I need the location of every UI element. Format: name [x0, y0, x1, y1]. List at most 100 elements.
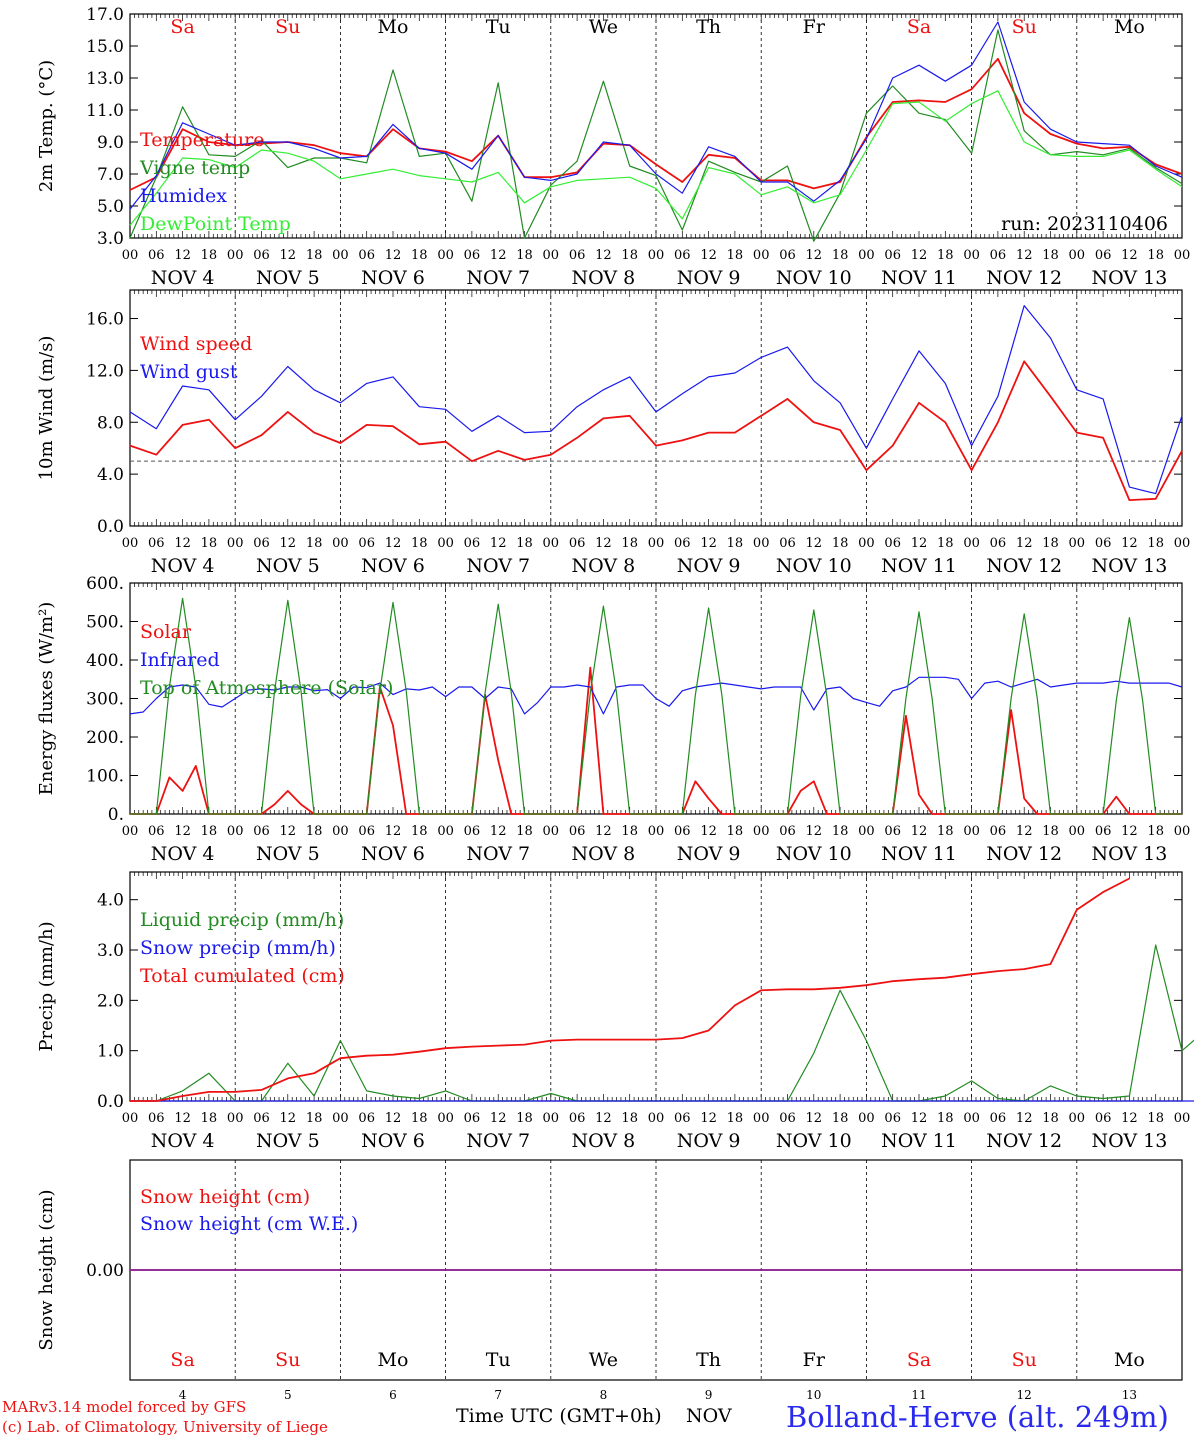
date-label: NOV 5	[256, 267, 320, 289]
date-label: NOV 6	[361, 267, 425, 289]
x-tick-label: 12	[385, 248, 402, 263]
x-tick-label: 12	[280, 824, 297, 839]
x-tick-label: 06	[253, 1111, 270, 1126]
x-tick-label: 06	[464, 248, 481, 263]
station-title: Bolland-Herve (alt. 249m)	[786, 1400, 1169, 1434]
x-tick-label: 00	[227, 1111, 244, 1126]
x-tick-label: 12	[280, 536, 297, 551]
month-label: NOV	[686, 1405, 732, 1427]
y-tick-label: 17.0	[86, 5, 124, 25]
x-tick-label: 12	[700, 824, 717, 839]
y-tick-label: 4.0	[97, 891, 124, 911]
series-line-infrared	[129, 676, 1183, 715]
y-tick-label: 300.	[86, 690, 124, 710]
weekday-label: Th	[696, 16, 721, 38]
weekday-label: Su	[1012, 1349, 1037, 1371]
x-tick-label: 00	[753, 1111, 770, 1126]
date-label: NOV 10	[776, 1130, 852, 1152]
weekday-label: Su	[275, 1349, 300, 1371]
x-tick-label: 12	[595, 536, 612, 551]
x-tick-label: 06	[569, 1111, 586, 1126]
y-axis-title: Precip (mm/h)	[36, 921, 57, 1051]
date-label: NOV 9	[677, 1130, 741, 1152]
x-tick-label: 06	[884, 536, 901, 551]
date-label: NOV 7	[466, 1130, 530, 1152]
date-label: NOV 11	[881, 267, 957, 289]
x-tick-label: 12	[1016, 1111, 1033, 1126]
legend-entry: Total cumulated (cm)	[140, 965, 345, 987]
x-tick-label: 00	[122, 824, 139, 839]
date-label: NOV 9	[677, 267, 741, 289]
x-tick-label: 12	[700, 1111, 717, 1126]
x-tick-label: 00	[858, 248, 875, 263]
x-tick-label: 18	[727, 248, 744, 263]
y-tick-label: 5.0	[97, 197, 124, 217]
date-label: NOV 8	[572, 1130, 636, 1152]
y-tick-label: 2.0	[97, 991, 124, 1011]
date-label: NOV 8	[572, 843, 636, 865]
date-label: NOV 4	[151, 1130, 215, 1152]
legend-entry: Wind speed	[140, 333, 252, 355]
legend-entry: Infrared	[140, 649, 220, 671]
x-tick-label: 18	[306, 1111, 323, 1126]
x-tick-label: 18	[411, 824, 428, 839]
date-label: NOV 7	[466, 555, 530, 577]
date-label: NOV 13	[1091, 1130, 1167, 1152]
x-tick-label: 12	[174, 248, 191, 263]
plot-frame	[129, 13, 1183, 239]
x-tick-label: 00	[1069, 824, 1086, 839]
x-tick-label: 00	[753, 536, 770, 551]
x-tick-label: 06	[674, 536, 691, 551]
x-tick-label: 00	[648, 1111, 665, 1126]
x-tick-label: 06	[779, 248, 796, 263]
x-tick-label: 12	[595, 824, 612, 839]
x-tick-label: 00	[963, 824, 980, 839]
y-tick-label: 400.	[86, 651, 124, 671]
run-label: run: 2023110406	[1001, 213, 1168, 235]
weekday-label: Mo	[1114, 16, 1145, 38]
x-tick-label: 06	[1095, 1111, 1112, 1126]
legend-entry: Snow height (cm)	[140, 1186, 310, 1208]
y-tick-label: 1.0	[97, 1042, 124, 1062]
series-line-total-cumulated-cm-	[130, 877, 1130, 1102]
x-tick-label: 06	[148, 1111, 165, 1126]
x-tick-label: 12	[1016, 248, 1033, 263]
x-tick-label: 12	[911, 536, 928, 551]
day-number-label: 8	[600, 1388, 608, 1402]
x-tick-label: 12	[280, 1111, 297, 1126]
y-tick-label: 16.0	[86, 310, 124, 330]
x-tick-label: 18	[1147, 248, 1164, 263]
x-tick-label: 06	[464, 536, 481, 551]
x-tick-label: 00	[437, 248, 454, 263]
weekday-label: Sa	[907, 1349, 931, 1371]
time-axis-title: Time UTC (GMT+0h)	[456, 1405, 662, 1427]
weekday-label: Sa	[170, 16, 194, 38]
x-tick-label: 12	[490, 824, 507, 839]
x-tick-label: 06	[148, 248, 165, 263]
panel-wind: 0.0 4.0 8.0 12.0 16.0 10m Wind (m/s) Wind spee…	[36, 289, 1190, 577]
series-line-dewpoint-temp	[129, 90, 1183, 226]
y-tick-label: 200.	[86, 728, 124, 748]
weekday-label: Mo	[1114, 1349, 1145, 1371]
x-tick-label: 06	[148, 536, 165, 551]
x-tick-label: 06	[884, 1111, 901, 1126]
date-label: NOV 12	[986, 555, 1062, 577]
x-tick-label: 00	[753, 248, 770, 263]
x-tick-label: 18	[832, 536, 849, 551]
x-tick-label: 18	[1147, 1111, 1164, 1126]
x-tick-label: 00	[1174, 248, 1191, 263]
x-tick-label: 18	[306, 824, 323, 839]
y-tick-label: 12.0	[86, 361, 124, 381]
legend-entry: Vigne temp	[139, 157, 250, 179]
weekday-label: Sa	[170, 1349, 194, 1371]
date-label: NOV 11	[881, 555, 957, 577]
x-tick-label: 06	[674, 1111, 691, 1126]
x-tick-label: 06	[1095, 824, 1112, 839]
x-tick-label: 18	[727, 1111, 744, 1126]
x-tick-label: 18	[727, 824, 744, 839]
date-label: NOV 8	[572, 267, 636, 289]
y-tick-label: 8.0	[97, 413, 124, 433]
y-tick-label: 7.0	[97, 165, 124, 185]
legend-entry: Top of Atmosphere (Solar)	[140, 677, 393, 699]
